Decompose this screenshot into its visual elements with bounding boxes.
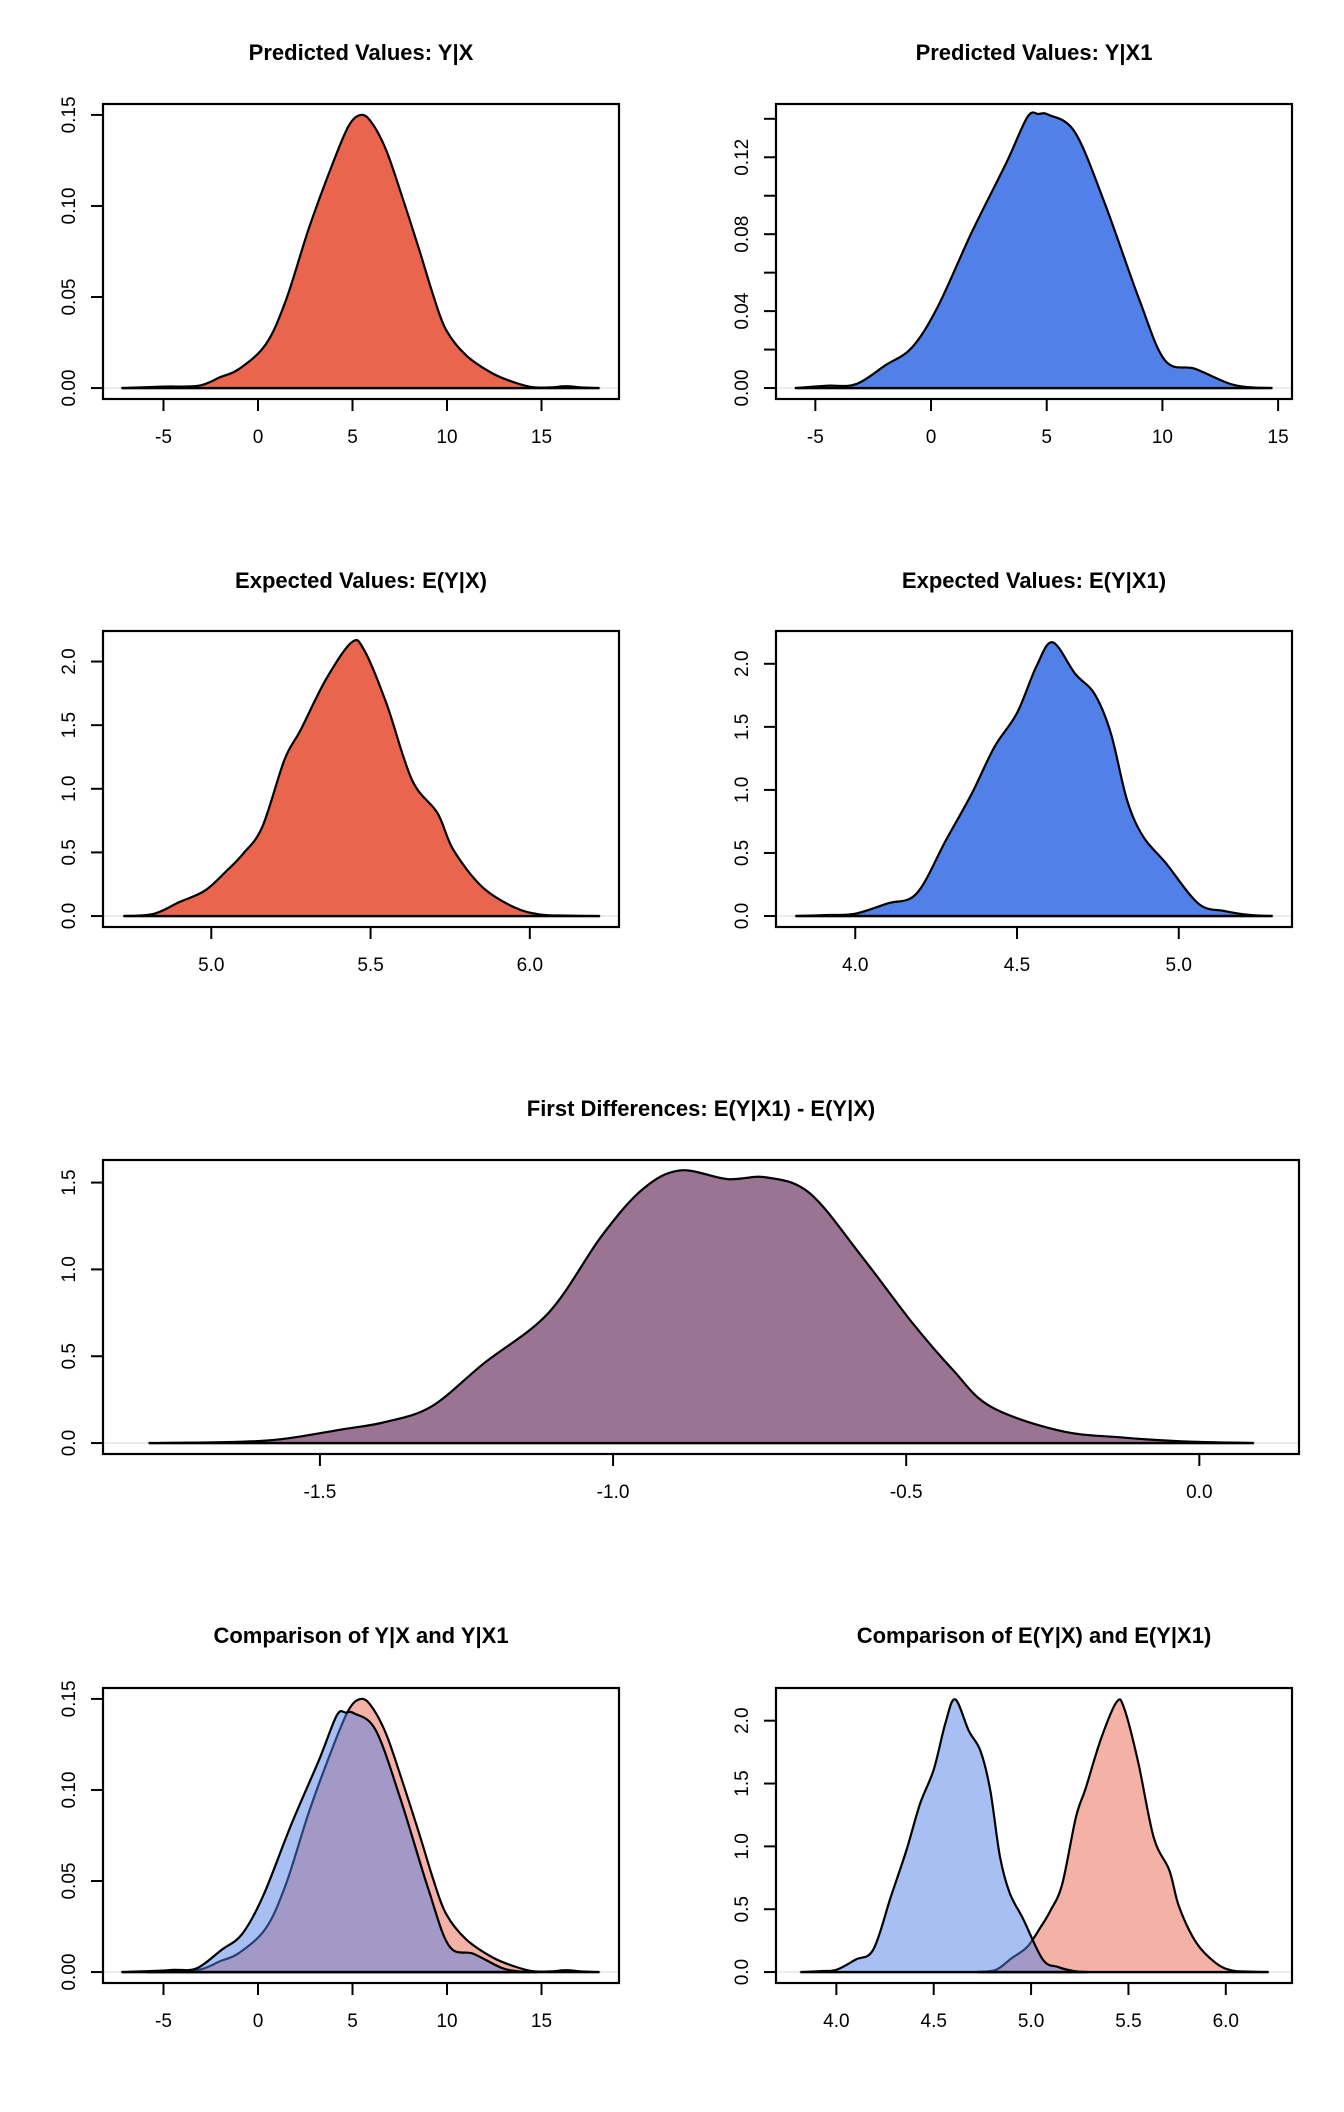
panel-title: First Differences: E(Y|X1) - E(Y|X)	[527, 1096, 876, 1121]
plot-frame	[101, 1686, 621, 1985]
y-tick-label: 0.04	[732, 292, 753, 329]
x-tick-label: 5.5	[1115, 2011, 1141, 2032]
y-tick-label: 1.5	[59, 1169, 80, 1195]
x-tick-label: 4.5	[1004, 955, 1030, 976]
y-tick-label: 1.0	[732, 1833, 753, 1859]
density-area-y-x1	[793, 111, 1274, 390]
y-tick-label: 0.00	[59, 370, 80, 407]
y-tick-label: 1.0	[59, 1256, 80, 1282]
plot-frame	[774, 102, 1294, 401]
x-tick-label: 15	[1268, 427, 1289, 448]
density-area-e-y-x1-e-y-x-	[147, 1169, 1255, 1445]
plot-frame	[101, 1158, 1301, 1456]
x-tick-label: 10	[436, 427, 457, 448]
x-tick-label: -0.5	[890, 1482, 923, 1503]
x-tick-label: 5.0	[198, 955, 224, 976]
y-tick-label: 0.10	[59, 187, 80, 224]
panel-title: Predicted Values: Y|X	[249, 40, 474, 65]
x-tick-label: 5.0	[1166, 955, 1192, 976]
panel-title: Predicted Values: Y|X1	[916, 40, 1153, 65]
x-tick-label: -5	[807, 427, 824, 448]
y-tick-label: 0.12	[732, 139, 753, 176]
x-tick-label: 5	[347, 427, 358, 448]
y-tick-label: 0.0	[732, 1959, 753, 1985]
density-area-y-x1	[145, 1710, 538, 1974]
x-tick-label: 15	[531, 2011, 552, 2032]
x-tick-label: 10	[1152, 427, 1173, 448]
y-tick-label: 2.0	[59, 648, 80, 674]
y-tick-label: 0.05	[59, 1863, 80, 1900]
x-tick-label: -1.0	[597, 1482, 630, 1503]
y-tick-label: 2.0	[732, 651, 753, 677]
y-tick-label: 0.15	[59, 96, 80, 133]
panel-title: Comparison of E(Y|X) and E(Y|X1)	[857, 1623, 1212, 1648]
y-tick-label: 0.15	[59, 1680, 80, 1717]
panel-title: Expected Values: E(Y|X1)	[902, 568, 1166, 593]
x-tick-label: -5	[155, 2011, 172, 2032]
x-tick-label: 0.0	[1186, 1482, 1212, 1503]
x-tick-label: 0	[253, 2011, 264, 2032]
x-tick-label: -5	[155, 427, 172, 448]
x-tick-label: 0	[926, 427, 937, 448]
y-tick-label: 0.5	[59, 839, 80, 865]
panel-cmp-pv: Comparison of Y|X and Y|X1 -5 0 5 10 15 0.00 0.…	[59, 1623, 621, 2032]
x-tick-label: 6.0	[1213, 2011, 1239, 2032]
x-tick-label: -1.5	[304, 1482, 337, 1503]
y-tick-label: 0.08	[732, 216, 753, 253]
panel-title: Expected Values: E(Y|X)	[235, 568, 487, 593]
panel-pv-x: Predicted Values: Y|X -5 0 5 10 15 0.00 0.05 0.1…	[59, 40, 621, 448]
plot-frame	[101, 102, 621, 401]
x-tick-label: 5.5	[357, 955, 383, 976]
y-tick-label: 0.0	[732, 903, 753, 929]
x-tick-label: 6.0	[517, 955, 543, 976]
x-tick-label: 4.0	[823, 2011, 849, 2032]
plot-frame	[774, 629, 1294, 929]
y-tick-label: 2.0	[732, 1707, 753, 1733]
y-tick-label: 0.0	[59, 1430, 80, 1456]
y-tick-label: 0.00	[732, 370, 753, 407]
x-tick-label: 5	[347, 2011, 358, 2032]
y-tick-label: 1.0	[732, 777, 753, 803]
x-tick-label: 5	[1041, 427, 1052, 448]
x-tick-label: 4.0	[842, 955, 868, 976]
x-tick-label: 10	[436, 2011, 457, 2032]
x-tick-label: 0	[253, 427, 264, 448]
y-tick-label: 0.0	[59, 903, 80, 929]
y-tick-label: 0.05	[59, 279, 80, 316]
y-tick-label: 0.10	[59, 1771, 80, 1808]
panel-title: Comparison of Y|X and Y|X1	[213, 1623, 508, 1648]
y-tick-label: 1.5	[732, 1770, 753, 1796]
plot-frame	[774, 1686, 1294, 1985]
plot-frame	[101, 629, 621, 929]
density-area-e-y-x-	[122, 638, 601, 918]
x-tick-label: 4.5	[921, 2011, 947, 2032]
y-tick-label: 0.5	[732, 1896, 753, 1922]
density-area-e-y-x1-	[794, 641, 1274, 918]
y-tick-label: 0.00	[59, 1954, 80, 1991]
y-tick-label: 0.5	[59, 1343, 80, 1369]
panel-ev-x1: Expected Values: E(Y|X1) 4.0 4.5 5.0 0.0 0.5 1…	[732, 568, 1294, 976]
density-area-e-y-x1-	[799, 1698, 1089, 1974]
y-tick-label: 1.0	[59, 776, 80, 802]
panel-cmp-ev: Comparison of E(Y|X) and E(Y|X1) 4.0 4.5 5.…	[732, 1623, 1294, 2032]
density-area-y-x	[120, 113, 601, 390]
x-tick-label: 5.0	[1018, 2011, 1044, 2032]
y-tick-label: 0.5	[732, 840, 753, 866]
x-tick-label: 15	[531, 427, 552, 448]
panel-pv-x1: Predicted Values: Y|X1 -5 0 5 10 15 0.00 0.04 0.…	[732, 40, 1294, 448]
y-tick-label: 1.5	[732, 714, 753, 740]
panel-fd: First Differences: E(Y|X1) - E(Y|X) -1.5 -…	[59, 1096, 1301, 1503]
y-tick-label: 1.5	[59, 712, 80, 738]
panel-ev-x: Expected Values: E(Y|X) 5.0 5.5 6.0 0.0 0.5 1.…	[59, 568, 621, 976]
